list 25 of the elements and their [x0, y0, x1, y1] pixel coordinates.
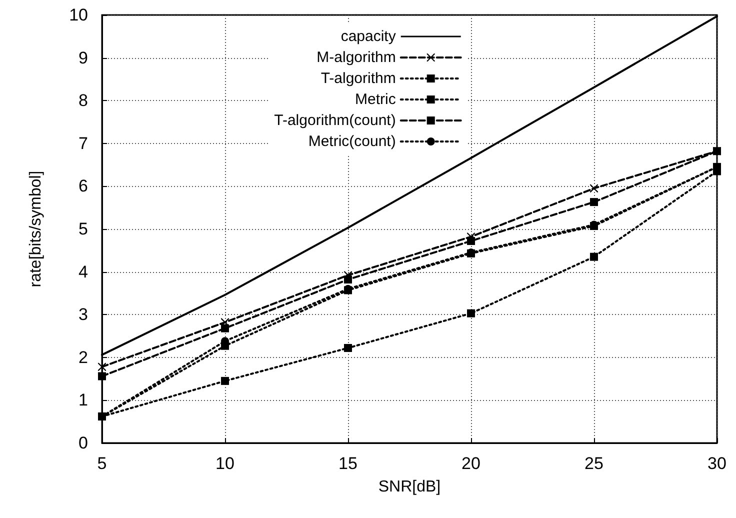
legend-label: T-algorithm [320, 70, 396, 87]
y-tick-label: 9 [78, 48, 88, 68]
x-tick-label: 15 [338, 454, 358, 473]
y-tick-label: 4 [78, 262, 88, 282]
legend-label: capacity [340, 28, 396, 45]
y-tick-label: 3 [78, 305, 88, 324]
y-tick-label: 1 [78, 390, 88, 410]
y-tick-label: 6 [78, 176, 88, 196]
y-tick-label: 8 [78, 91, 88, 110]
legend-label: T-algorithm(count) [274, 112, 396, 129]
y-tick-label: 7 [78, 134, 88, 153]
y-tick-label: 5 [78, 220, 88, 238]
legend-label: M-algorithm [316, 49, 396, 66]
y-tick-label: 2 [78, 348, 88, 367]
x-axis-title: SNR[dB] [378, 478, 441, 496]
legend-label: Metric(count) [308, 133, 396, 150]
x-tick-label: 30 [708, 454, 726, 473]
x-tick-label: 10 [216, 454, 234, 473]
y-tick-label: 0 [78, 434, 88, 452]
x-tick-label: 5 [97, 454, 107, 473]
x-tick-label: 20 [462, 454, 480, 473]
y-axis-title: rate[bits/symbol] [28, 170, 44, 288]
x-tick-label: 25 [584, 454, 604, 473]
legend-label: Metric [355, 91, 396, 108]
y-tick-label: 10 [69, 6, 88, 24]
